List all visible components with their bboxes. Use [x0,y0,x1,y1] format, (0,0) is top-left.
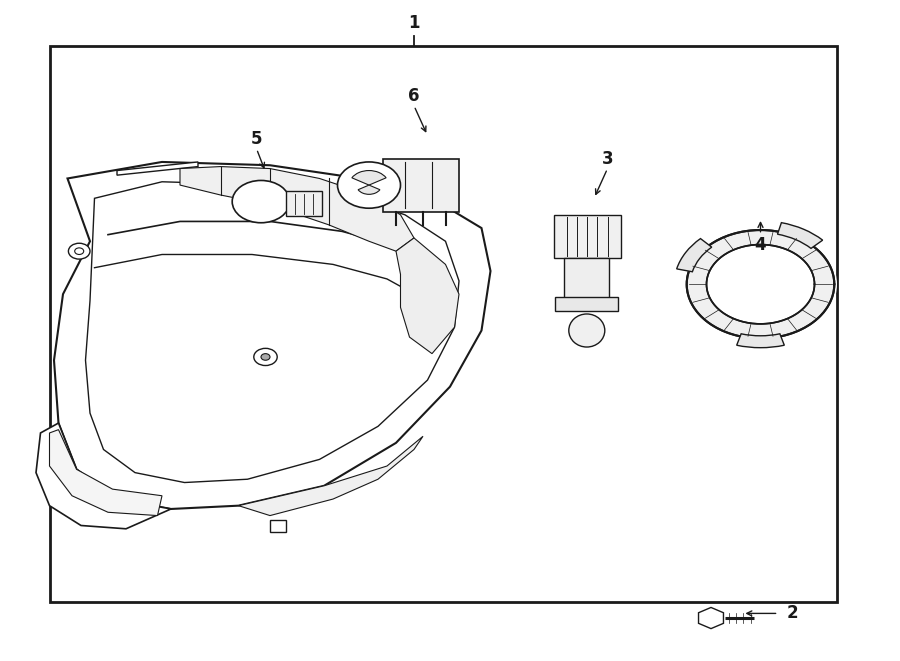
Bar [564,258,609,301]
Text: 4: 4 [755,235,766,254]
Polygon shape [86,182,459,483]
Polygon shape [54,162,491,509]
Wedge shape [677,239,712,272]
Wedge shape [352,171,386,185]
Circle shape [75,248,84,254]
Bar [554,215,621,258]
Wedge shape [778,223,823,249]
Circle shape [684,228,837,340]
Bar [286,191,322,216]
Polygon shape [396,238,459,354]
Wedge shape [358,185,380,194]
Polygon shape [36,423,171,529]
Wedge shape [737,334,784,348]
Bar [270,520,286,532]
Circle shape [261,354,270,360]
Ellipse shape [569,314,605,347]
Circle shape [232,180,290,223]
Text: 1: 1 [409,14,419,32]
Bar [50,46,837,602]
Polygon shape [180,167,414,251]
Polygon shape [117,162,198,175]
Circle shape [254,348,277,366]
Text: 6: 6 [409,87,419,105]
Text: 5: 5 [251,130,262,148]
Polygon shape [238,436,423,516]
Text: 2: 2 [787,604,797,623]
Polygon shape [698,607,724,629]
Bar [382,159,459,212]
Polygon shape [50,430,162,516]
Polygon shape [687,230,834,338]
Circle shape [338,162,400,208]
Text: 3: 3 [602,149,613,168]
Bar [555,297,618,311]
Circle shape [68,243,90,259]
